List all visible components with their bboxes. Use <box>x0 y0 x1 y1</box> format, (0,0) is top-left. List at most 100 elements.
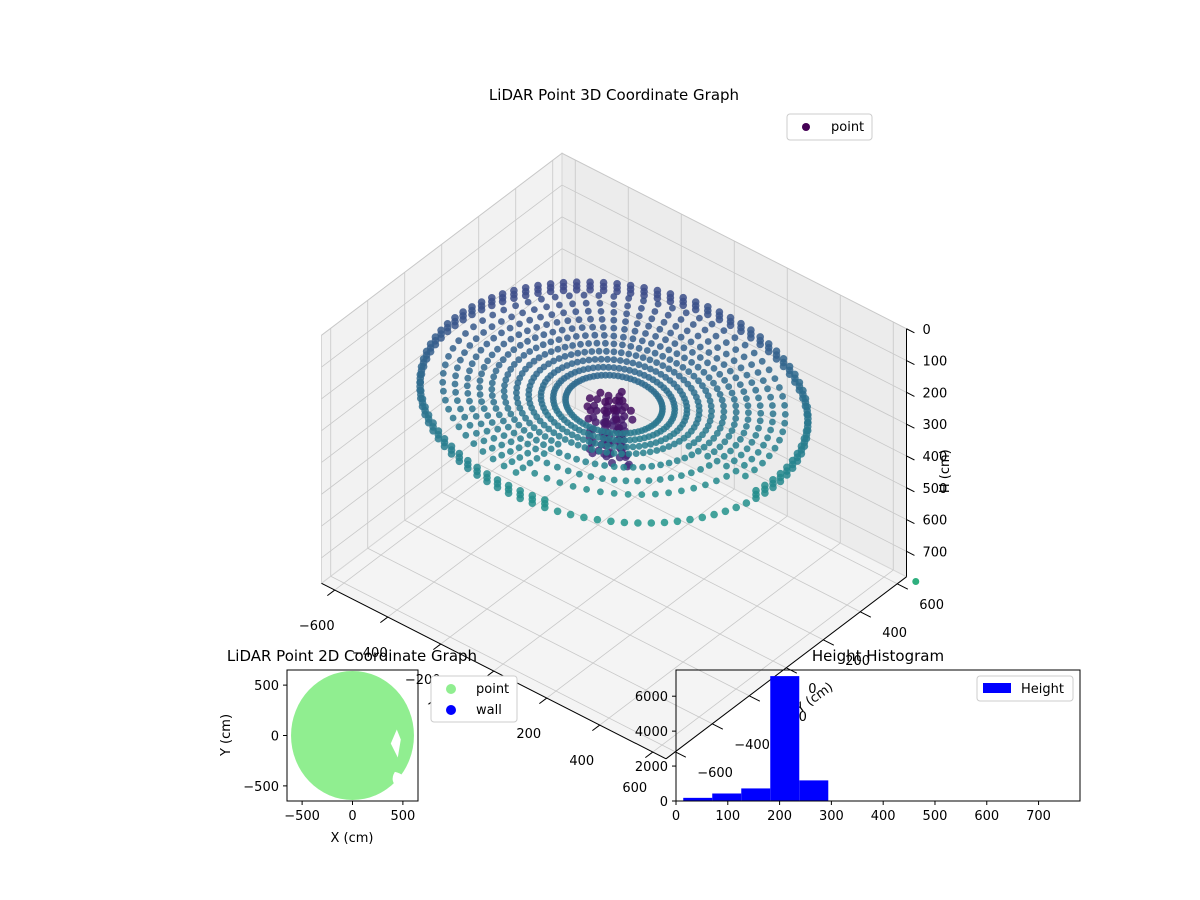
data-point <box>602 339 609 347</box>
data-point <box>584 307 592 315</box>
data-point <box>610 308 618 316</box>
data-point <box>705 374 713 381</box>
data-point <box>769 410 777 418</box>
data-point <box>756 417 764 425</box>
data-point <box>609 404 618 413</box>
data-point <box>634 519 642 527</box>
data-point <box>582 458 590 466</box>
data-point <box>659 352 667 360</box>
data-point <box>726 367 734 375</box>
data-point <box>547 338 555 346</box>
data-point <box>502 399 510 406</box>
data-point <box>659 445 667 453</box>
z-tick-mark <box>906 550 915 556</box>
data-point <box>515 421 523 429</box>
histogram-bars <box>683 676 829 801</box>
grid-line-z <box>561 216 907 393</box>
data-point <box>629 443 637 451</box>
data-point <box>457 405 464 413</box>
data-point <box>595 433 602 441</box>
data-point <box>513 394 521 402</box>
data-point <box>632 352 640 359</box>
data-point <box>639 354 647 361</box>
data-point <box>543 303 550 311</box>
data-point <box>559 286 568 295</box>
z-tick-label: 700 <box>923 545 948 560</box>
data-point <box>720 413 727 421</box>
data-point <box>621 365 628 373</box>
data-point <box>720 402 727 410</box>
data-point <box>582 299 590 307</box>
data-point <box>454 397 461 404</box>
data-point <box>443 327 452 336</box>
data-point <box>760 441 767 449</box>
data-point <box>585 394 594 403</box>
data-point <box>621 326 628 333</box>
data-point <box>522 414 529 422</box>
data-point <box>534 289 542 298</box>
data-point <box>477 346 485 354</box>
data-point <box>600 434 607 442</box>
data-point <box>581 444 589 451</box>
data-point <box>479 317 486 324</box>
data-point <box>591 331 599 339</box>
data-point <box>740 388 748 395</box>
data-point <box>484 357 491 365</box>
y-tick-mark <box>712 723 724 730</box>
chart-2d-title: LiDAR Point 2D Coordinate Graph <box>227 647 477 665</box>
data-point <box>510 429 518 437</box>
data-point <box>601 462 608 469</box>
data-point <box>665 346 673 354</box>
y-tick-label: 400 <box>882 626 907 641</box>
data-point <box>610 490 618 497</box>
data-point <box>507 410 515 418</box>
z-tick-mark <box>906 487 915 493</box>
data-point <box>710 448 718 456</box>
data-point <box>551 293 559 301</box>
data-point <box>666 297 675 306</box>
y-tick-label: −600 <box>697 766 733 781</box>
data-point <box>588 446 596 453</box>
data-point <box>639 463 646 471</box>
data-point <box>616 357 624 364</box>
data-point <box>718 419 726 427</box>
data-point <box>707 402 715 410</box>
data-point <box>526 316 534 324</box>
histogram-bar <box>799 780 829 801</box>
data-point <box>713 385 721 393</box>
data-point <box>493 483 502 492</box>
data-point <box>563 428 571 436</box>
y-tick-label: 200 <box>845 654 870 669</box>
data-point <box>610 356 618 364</box>
z-tick-label: 300 <box>923 418 948 433</box>
histogram-bar <box>712 793 742 801</box>
data-point <box>541 351 549 358</box>
data-point <box>647 365 654 373</box>
data-point <box>610 463 618 470</box>
y-tick-mark <box>897 583 909 590</box>
data-point <box>461 413 469 421</box>
data-point <box>690 439 698 447</box>
data-point <box>488 379 496 387</box>
data-point <box>645 322 652 330</box>
data-point <box>685 442 693 450</box>
y-tick-label: 4000 <box>635 725 668 740</box>
data-point <box>685 368 693 375</box>
data-point <box>572 333 580 340</box>
gap <box>392 771 409 788</box>
data-point <box>596 300 604 307</box>
data-point <box>512 302 519 310</box>
data-point <box>659 362 667 369</box>
x-tick-label: 200 <box>516 727 541 742</box>
data-point <box>597 355 605 363</box>
data-point <box>569 483 577 490</box>
data-point <box>642 330 649 337</box>
data-point <box>656 343 664 350</box>
histogram-bar <box>741 788 771 801</box>
data-point <box>445 405 452 413</box>
data-point <box>781 419 789 427</box>
data-point <box>466 342 474 349</box>
data-point <box>473 429 480 437</box>
data-point <box>480 329 487 336</box>
data-point <box>679 301 687 310</box>
